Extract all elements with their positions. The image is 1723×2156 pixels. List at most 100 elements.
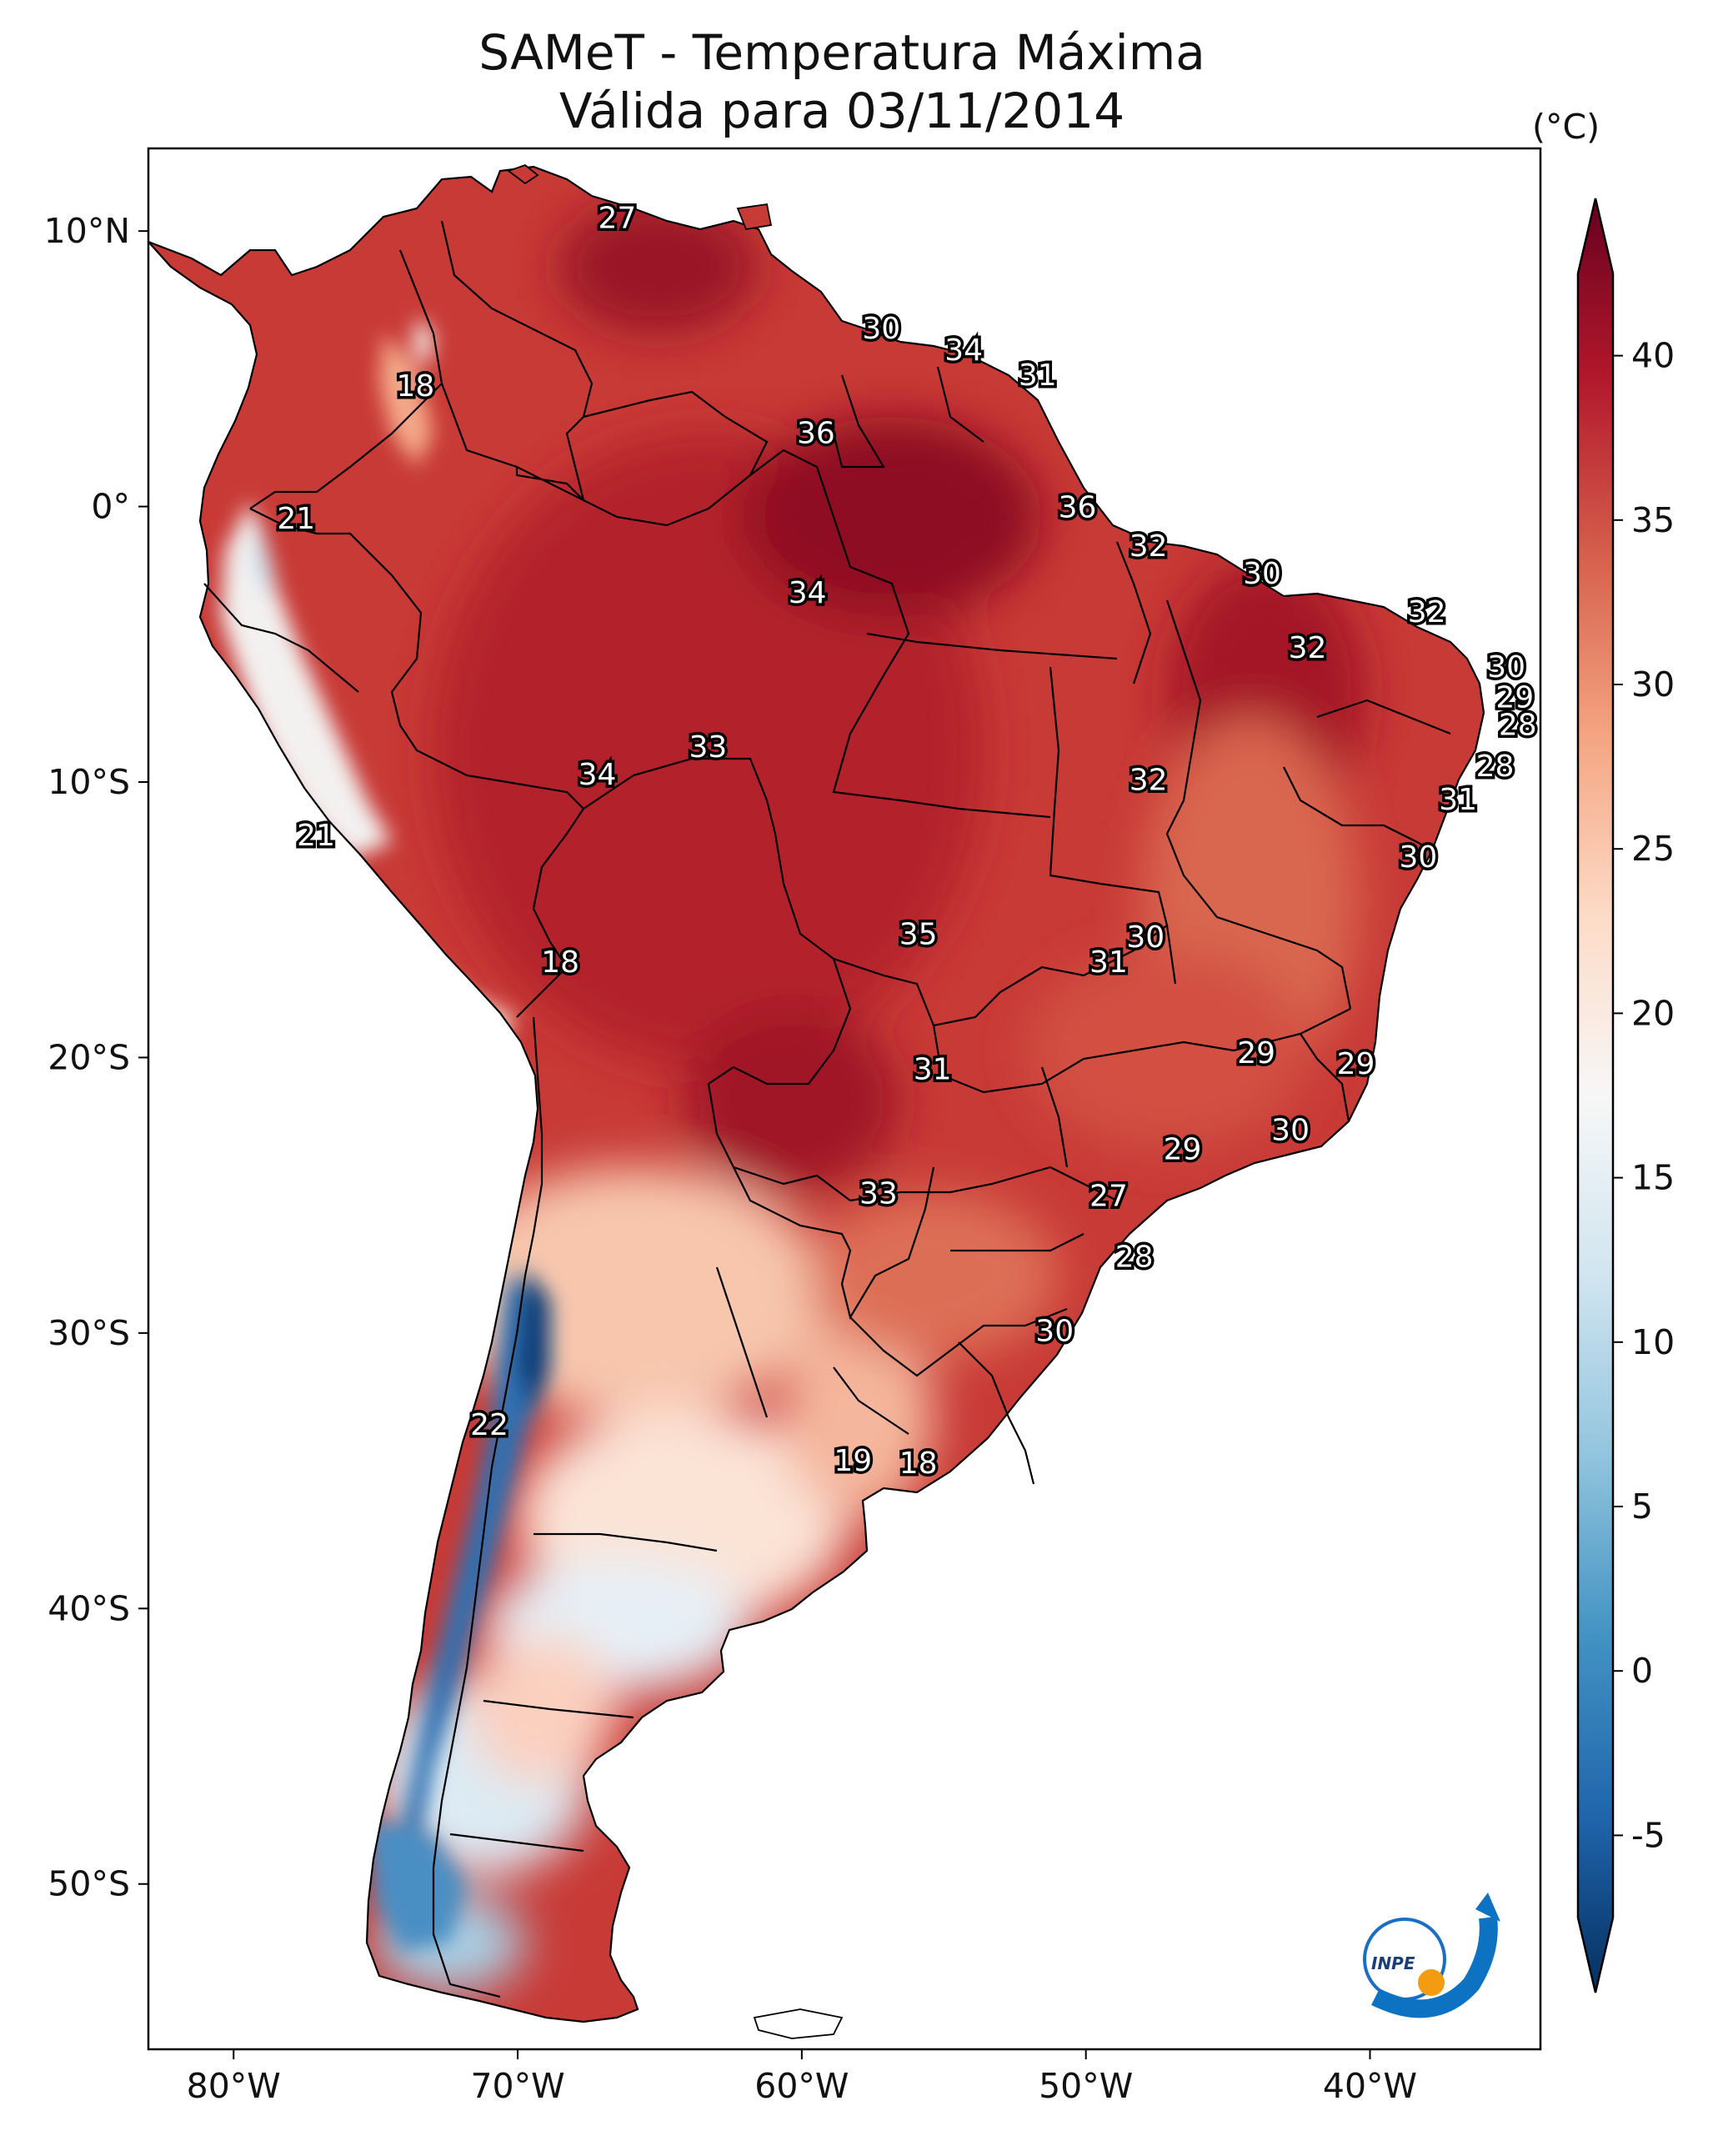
- peru-border: [249, 508, 585, 1018]
- contour-label: 21: [297, 819, 335, 853]
- argentina-province-border-2: [715, 1266, 769, 1418]
- guyana-border: [583, 390, 769, 476]
- colorbar-tick-label: 15: [1631, 1158, 1675, 1198]
- colombia-border: [249, 249, 443, 509]
- brazil-state-border-3: [1115, 541, 1152, 684]
- x-tick-label: 60°W: [754, 2066, 849, 2106]
- colorbar-tick-label: 0: [1631, 1651, 1653, 1691]
- argentina-province-border-5: [449, 1833, 584, 1853]
- contour-label: 30: [1400, 840, 1438, 875]
- contour-label: 34: [579, 758, 617, 792]
- brazil-state-border-10: [1300, 1033, 1350, 1122]
- contour-label: 27: [1089, 1180, 1128, 1214]
- contour-label: 28: [1476, 750, 1515, 784]
- contour-label: 30: [1126, 920, 1165, 955]
- contour-label: 30: [862, 312, 900, 346]
- colorbar-tick-label: 5: [1631, 1487, 1653, 1527]
- argentina-province-border-1: [833, 1366, 909, 1435]
- contour-label: 19: [834, 1444, 872, 1478]
- contour-label: 29: [1164, 1132, 1202, 1166]
- contour-label: 18: [396, 369, 434, 404]
- contour-label: 30: [1035, 1315, 1074, 1349]
- argentina-brazil-border: [849, 1307, 1068, 1377]
- inpe-logo-arrow: [1371, 1916, 1498, 2018]
- argentina-province-border-3: [533, 1532, 718, 1552]
- y-tick-label: 50°S: [48, 1864, 130, 1904]
- colorbar-ticks: -5 0 5 10 15 20 25 30 35 40: [1613, 336, 1675, 1855]
- brazil-state-border-11: [1283, 766, 1433, 851]
- colorbar-unit-label: (°C): [1532, 107, 1600, 147]
- x-tick-label: 50°W: [1039, 2066, 1133, 2106]
- x-tick-label: 70°W: [470, 2066, 564, 2106]
- contour-label: 34: [789, 576, 827, 610]
- bolivia-border: [583, 757, 852, 1201]
- contour-label: 27: [598, 202, 636, 236]
- contour-label: 35: [899, 918, 938, 952]
- contour-label: 33: [859, 1176, 898, 1211]
- chile-argentina-border: [432, 1016, 543, 1998]
- y-tick-label: 0°: [91, 487, 130, 527]
- country-borders: [147, 165, 1485, 2023]
- contour-label: 21: [277, 502, 315, 536]
- contour-label: 29: [1337, 1047, 1375, 1081]
- contour-label: 32: [1129, 764, 1168, 798]
- brazil-state-border-8: [950, 1233, 1084, 1252]
- contour-label: 36: [1059, 491, 1097, 525]
- contour-label: 33: [689, 730, 728, 765]
- brazil-state-border-9: [1040, 1066, 1069, 1168]
- contour-label: 29: [1237, 1036, 1275, 1070]
- brazil-state-border-7: [849, 1166, 1118, 1202]
- colorbar-tick-label: 30: [1631, 664, 1675, 704]
- y-tick-label: 10°N: [44, 211, 130, 251]
- contour-label: 30: [1487, 650, 1525, 684]
- colorbar-tick-label: 35: [1631, 500, 1675, 540]
- map-title-line-1: SAMeT - Temperatura Máxima: [478, 24, 1205, 81]
- argentina-province-border-4: [483, 1699, 634, 1719]
- uruguay-border: [958, 1341, 1035, 1485]
- trinidad-island: [736, 203, 773, 231]
- y-tick-label: 30°S: [48, 1313, 130, 1353]
- x-tick-label: 40°W: [1323, 2066, 1417, 2106]
- contour-label: 18: [541, 945, 579, 980]
- x-tick-label: 80°W: [187, 2066, 281, 2106]
- colorbar-tick-label: 25: [1631, 829, 1675, 869]
- map-title-line-2: Válida para 03/11/2014: [558, 83, 1125, 139]
- inpe-logo-text: INPE: [1371, 1953, 1415, 1973]
- contour-label: 28: [1115, 1240, 1154, 1274]
- x-axis: 80°W 70°W 60°W 50°W 40°W: [187, 2049, 1417, 2106]
- paraguay-border: [733, 1166, 935, 1320]
- brazil-north-border: [515, 449, 1051, 819]
- guiana-border: [936, 366, 984, 443]
- colorbar-bar: [1576, 198, 1615, 1993]
- y-tick-label: 10°S: [48, 762, 130, 802]
- brazil-state-border-12: [1316, 699, 1451, 735]
- colorbar-tick-label: 20: [1631, 993, 1675, 1033]
- contour-label: 32: [1408, 595, 1446, 629]
- falkland-islands: [753, 2008, 844, 2039]
- brazil-state-border-4: [866, 632, 1118, 660]
- brazil-state-border-2: [1165, 599, 1352, 1010]
- contour-label: 32: [1289, 631, 1327, 665]
- contour-label: 29: [1495, 681, 1534, 715]
- caribbean-island: [507, 163, 539, 185]
- contour-label: 31: [1089, 945, 1128, 980]
- colorbar: -5 0 5 10 15 20 25 30 35 40: [1576, 198, 1675, 1993]
- inpe-logo-arrow-head: [1475, 1893, 1500, 1922]
- inpe-logo-dot: [1418, 1969, 1445, 1996]
- contour-label: 31: [1019, 358, 1057, 393]
- y-tick-label: 20°S: [48, 1037, 130, 1077]
- y-tick-label: 40°S: [48, 1588, 130, 1628]
- contour-label: 32: [1129, 529, 1168, 564]
- map-frame: [147, 147, 1542, 2051]
- inpe-logo: INPE: [1363, 1893, 1500, 2018]
- suriname-border: [832, 374, 885, 469]
- contour-label: 30: [1243, 557, 1281, 591]
- contour-label: 30: [1271, 1113, 1310, 1147]
- contour-label: 31: [1439, 783, 1477, 817]
- contour-label: 31: [914, 1053, 952, 1087]
- y-axis: 10°N 0° 10°S 20°S 30°S 40°S 50°S: [44, 211, 148, 1904]
- contour-label: 28: [1499, 709, 1537, 743]
- contour-label: 22: [470, 1408, 508, 1442]
